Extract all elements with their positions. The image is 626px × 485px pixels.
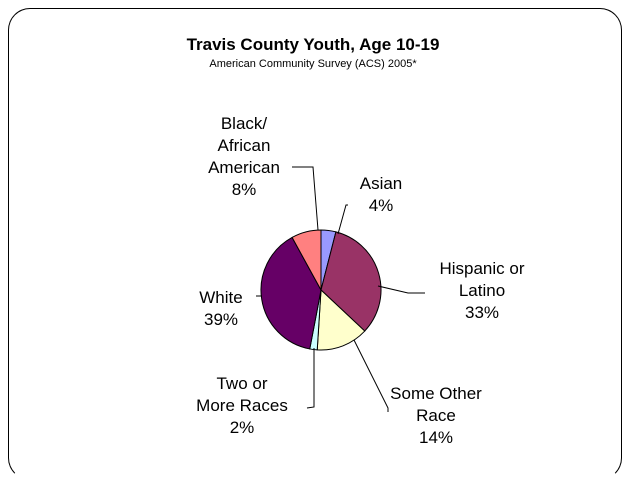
- slice-value-label: 8%: [232, 180, 257, 199]
- leader-line: [306, 348, 315, 409]
- slice-label: Black/African American 8%: [208, 114, 280, 199]
- slice-category-label: African: [218, 136, 271, 155]
- slice-category-label: White: [199, 288, 242, 307]
- leader-lines: [256, 166, 425, 412]
- slice-category-label: Hispanic or: [439, 259, 524, 278]
- slice-value-label: 14%: [419, 428, 453, 447]
- slice-labels: Asian 4% Hispanic or Latino 33% Some Other Rac…: [196, 114, 525, 447]
- leader-line: [353, 339, 389, 412]
- slice-value-label: 4%: [369, 196, 394, 215]
- slice-category-label: More Races: [196, 396, 288, 415]
- slice-category-label: Black/: [221, 114, 268, 133]
- slice-category-label: Asian: [360, 174, 403, 193]
- slice-label: Some Other Race 14%: [390, 384, 482, 447]
- chart-subtitle: American Community Survey (ACS) 2005*: [209, 58, 417, 70]
- slice-label: White 39%: [199, 288, 242, 329]
- slice-category-label: American: [208, 158, 280, 177]
- chart-title: Travis County Youth, Age 10-19: [186, 35, 440, 54]
- slice-label: Two or More Races 2%: [196, 374, 288, 437]
- slice-category-label: Race: [416, 406, 456, 425]
- slice-label: Asian 4%: [360, 174, 403, 215]
- slice-category-label: Some Other: [390, 384, 482, 403]
- pie-slice-hispanic-or-latino: [320, 231, 382, 332]
- leader-line: [292, 166, 319, 231]
- pie-slice-some-other-race: [316, 288, 366, 351]
- pie-slice-white: [260, 236, 322, 350]
- slice-category-label: Two or: [216, 374, 267, 393]
- slice-category-label: Latino: [459, 281, 505, 300]
- slice-label: Hispanic or Latino 33%: [439, 259, 524, 322]
- slice-value-label: 39%: [204, 310, 238, 329]
- pie-slices: [260, 229, 382, 351]
- leader-line: [337, 204, 348, 235]
- pie-slice-black-african-american: [291, 229, 322, 291]
- slice-value-label: 2%: [230, 418, 255, 437]
- leader-line: [377, 285, 425, 294]
- slice-value-label: 33%: [465, 303, 499, 322]
